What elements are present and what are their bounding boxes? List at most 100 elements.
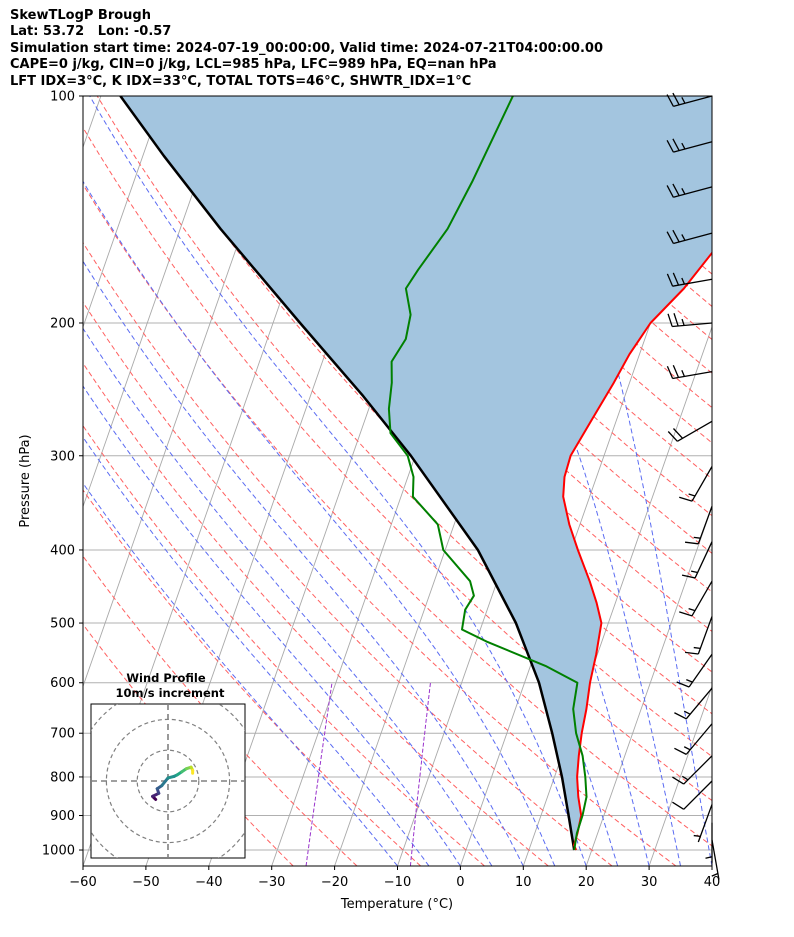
- barb-flag: [674, 747, 687, 755]
- x-tick-label: −30: [258, 875, 285, 890]
- barb-half-flag: [683, 710, 691, 715]
- barb-flag: [672, 183, 680, 197]
- wind-barb: [681, 541, 713, 579]
- moist-adiabat: [83, 260, 524, 866]
- barb-staff: [672, 278, 713, 287]
- x-tick-label: −10: [384, 875, 411, 890]
- wind-barb: [674, 687, 713, 720]
- barb-flag: [679, 611, 693, 617]
- barb-half-flag: [693, 646, 701, 650]
- barb-half-flag: [681, 775, 689, 781]
- barb-flag: [672, 364, 680, 378]
- barb-staff: [685, 687, 713, 720]
- wind-barb: [711, 839, 720, 880]
- y-tick-label: 700: [50, 727, 75, 742]
- barb-flag: [666, 140, 674, 153]
- hodograph-segment: [160, 776, 170, 788]
- barb-staff: [673, 232, 713, 245]
- dry-adiabat: [83, 362, 549, 866]
- barb-flag: [667, 431, 678, 442]
- wind-barb: [679, 466, 713, 502]
- dry-adiabat: [83, 241, 677, 866]
- dewpoint-line: [387, 96, 588, 851]
- wind-barb: [666, 138, 713, 153]
- wind-barb: [676, 653, 713, 688]
- hodograph-title: Wind Profile: [126, 671, 206, 685]
- x-tick-label: 40: [704, 875, 721, 890]
- barb-staff: [673, 186, 713, 198]
- wind-barb: [667, 420, 713, 442]
- hodograph-subtitle: 10m/s increment: [116, 686, 225, 700]
- barb-flag: [672, 801, 685, 810]
- header: SkewTLogP Brough Lat: 53.72 Lon: -0.57 Sim…: [10, 8, 603, 90]
- mixing-ratio-line: [409, 682, 431, 866]
- dry-adiabat: [161, 96, 712, 673]
- barb-staff: [697, 616, 713, 655]
- barb-flag: [684, 651, 699, 655]
- barb-half-flag: [688, 608, 696, 612]
- x-tick-label: 0: [456, 875, 464, 890]
- wind-barb: [666, 183, 713, 198]
- moist-adiabat: [83, 385, 461, 866]
- wind-barb: [666, 92, 713, 107]
- dry-adiabat: [83, 183, 712, 847]
- barb-flag: [666, 94, 674, 107]
- barb-half-flag: [681, 142, 686, 150]
- x-tick-label: −40: [195, 875, 222, 890]
- barb-flag: [674, 712, 687, 720]
- axes: −60 −50 −40 −30 −20 −10 0 10 20 30 40 100 200 300 400 5…: [42, 90, 720, 891]
- barb-staff: [691, 466, 713, 502]
- barb-staff: [673, 141, 713, 153]
- barb-half-flag: [681, 97, 686, 104]
- wind-barb: [666, 229, 713, 245]
- y-tick-label: 400: [50, 543, 75, 558]
- barb-flag: [684, 541, 699, 545]
- barb-half-flag: [688, 493, 696, 497]
- moist-adiabat: [89, 96, 587, 866]
- y-tick-label: 900: [50, 809, 75, 824]
- dry-adiabat: [83, 555, 358, 866]
- wind-barb: [666, 364, 713, 380]
- wind-barb: [684, 506, 713, 545]
- barb-staff: [697, 506, 713, 545]
- isotherm-line: [83, 96, 228, 508]
- header-location: Lat: 53.72 Lon: -0.57: [10, 24, 172, 40]
- barb-flag: [673, 313, 679, 327]
- barb-flag: [681, 574, 696, 579]
- dry-adiabat: [83, 424, 485, 866]
- wind-barb: [674, 723, 713, 755]
- hodograph-plot: [91, 704, 245, 858]
- barb-staff: [677, 420, 713, 442]
- header-times: Simulation start time: 2024-07-19_00:00:…: [10, 40, 603, 56]
- y-tick-label: 600: [50, 676, 75, 691]
- barb-staff: [694, 541, 713, 579]
- x-axis-label: Temperature (°C): [340, 897, 453, 912]
- isotherm-line: [83, 96, 102, 149]
- y-tick-label: 500: [50, 617, 75, 632]
- barb-flag: [672, 272, 680, 286]
- mixing-ratio-line: [305, 682, 333, 866]
- isotherm-line: [83, 96, 165, 329]
- wind-barb: [672, 755, 713, 785]
- header-title: SkewTLogP Brough: [10, 8, 151, 23]
- dry-adiabat: [129, 96, 712, 715]
- barb-staff: [683, 780, 713, 810]
- barb-flag: [672, 428, 684, 439]
- barb-flag: [666, 185, 674, 198]
- barb-half-flag: [711, 872, 719, 877]
- y-tick-label: 1000: [42, 844, 75, 859]
- dry-adiabat: [83, 301, 613, 866]
- x-tick-label: −20: [321, 875, 348, 890]
- barb-staff: [697, 804, 713, 843]
- isotherm-line: [648, 684, 712, 866]
- wind-barb: [684, 616, 713, 655]
- hodograph-inset: Wind Profile 10m/s increment: [90, 671, 246, 859]
- barb-staff: [672, 370, 713, 380]
- wind-barb: [693, 804, 713, 843]
- barb-staff: [685, 723, 713, 755]
- barb-flag: [679, 496, 693, 502]
- x-tick-label: −50: [132, 875, 159, 890]
- barb-staff: [672, 322, 713, 328]
- isotherm-line: [775, 96, 794, 866]
